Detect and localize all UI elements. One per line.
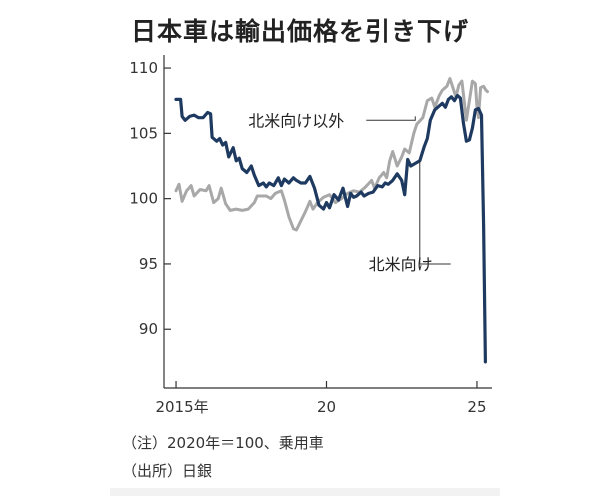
y-tick-label: 95 [139,255,158,273]
x-tick-label: 20 [317,398,336,416]
y-tick-label: 110 [129,59,158,77]
series-line-non-north-america [174,77,489,232]
annotation-leader [366,116,416,121]
axes: 90 95 100 105 110 2015年 20 25 [129,55,492,416]
x-tick-label: 25 [467,398,486,416]
annotation-leader [419,160,451,265]
series-lines [174,77,489,364]
x-tick-label: 2015年 [155,398,208,416]
bottom-band [110,488,500,496]
series-line-north-america [174,93,487,364]
footnote-source: （出所）日銀 [122,462,213,480]
annotation-label: 北米向け以外 [248,111,344,130]
chart-title: 日本車は輸出価格を引き下げ [130,17,469,46]
y-tick-label: 100 [129,190,158,208]
footnote-note: （注）2020年＝100、乗用車 [122,434,324,452]
y-tick-label: 90 [139,320,158,338]
y-tick-label: 105 [129,124,158,142]
annotation-label: 北米向け [369,255,433,274]
